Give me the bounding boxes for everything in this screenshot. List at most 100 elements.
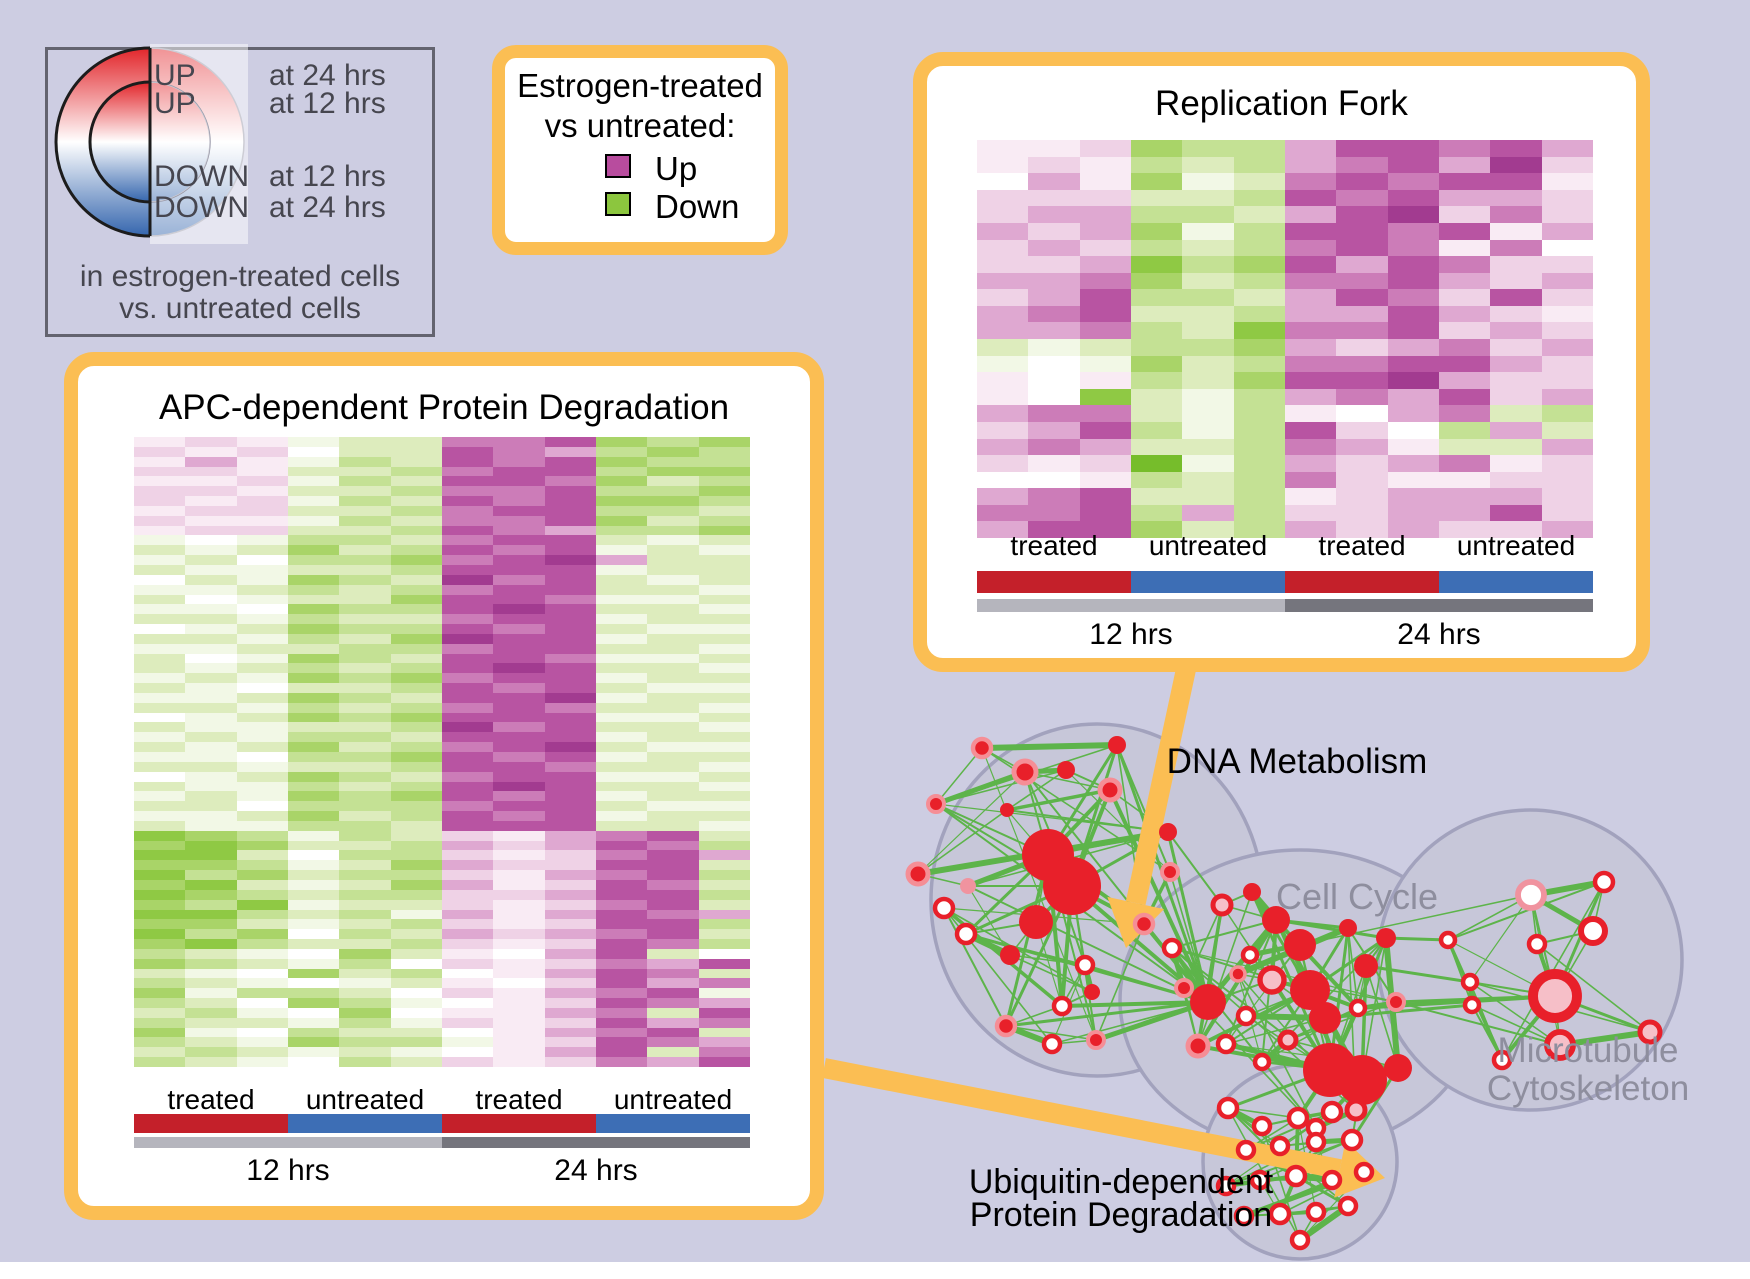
heatmap-cell xyxy=(544,692,596,703)
heatmap-cell xyxy=(1490,256,1542,273)
heatmap-cell xyxy=(1490,488,1542,505)
heatmap-cell xyxy=(595,614,648,625)
network-edge xyxy=(1005,788,1112,812)
network-edge xyxy=(933,769,1028,807)
heatmap-cell xyxy=(493,692,545,703)
heatmap-cell xyxy=(647,879,699,890)
heatmap-cell xyxy=(1130,289,1183,306)
heatmap-cell xyxy=(390,456,442,467)
heatmap-cell xyxy=(1387,471,1439,489)
heatmap-cell xyxy=(1130,388,1183,406)
heatmap-cell xyxy=(339,1057,391,1067)
heatmap-cell xyxy=(1028,289,1080,306)
network-edge xyxy=(1060,1000,1210,1008)
heatmap-cell xyxy=(1182,305,1234,323)
gene-node-microtubule-cytoskeleton xyxy=(1578,916,1608,946)
heatmap-cell xyxy=(134,850,186,861)
heatmap-cell xyxy=(1182,355,1234,373)
heatmap-cell xyxy=(493,909,545,920)
heatmap-cell xyxy=(236,584,288,595)
heatmap-cell xyxy=(185,486,237,497)
heatmap-cell xyxy=(134,624,186,634)
rep-time-bar xyxy=(977,599,1593,612)
heatmap-cell xyxy=(1490,239,1542,257)
heatmap-cell xyxy=(1438,355,1491,373)
heatmap-cell xyxy=(236,1027,288,1038)
heatmap-cell xyxy=(236,437,288,447)
heatmap-cell xyxy=(390,624,442,634)
heatmap-cell xyxy=(493,594,545,605)
heatmap-cell xyxy=(287,446,340,457)
heatmap-cell xyxy=(390,1037,442,1048)
heatmap-cell xyxy=(1079,388,1131,406)
heatmap-cell xyxy=(1336,322,1388,339)
heatmap-cell xyxy=(544,1037,596,1048)
heatmap-cell xyxy=(134,742,186,752)
heatmap-cell xyxy=(1028,189,1080,207)
heatmap-cell xyxy=(1387,189,1439,207)
heatmap-cell xyxy=(1130,156,1183,174)
heatmap-cell xyxy=(1541,189,1593,207)
heatmap-cell xyxy=(390,446,442,457)
heatmap-cell xyxy=(698,909,750,920)
heatmap-cell xyxy=(647,840,699,851)
heatmap-cell xyxy=(1028,322,1080,339)
ring-legend-box: UP at 24 hrs UP at 12 hrs DOWN at 12 hrs DO… xyxy=(45,44,435,337)
heatmap-cell xyxy=(339,1017,391,1028)
heatmap-cell xyxy=(236,663,288,674)
heatmap-cell xyxy=(236,722,288,733)
heatmap-cell xyxy=(544,1047,596,1058)
heatmap-cell xyxy=(595,692,648,703)
rep-12hrs-label: 12 hrs xyxy=(1089,618,1173,651)
heatmap-cell xyxy=(698,633,750,644)
heatmap-cell xyxy=(595,958,648,969)
heatmap-cell xyxy=(698,879,750,890)
heatmap-cell xyxy=(134,998,186,1008)
heatmap-cell xyxy=(1079,173,1131,190)
heatmap-cell xyxy=(185,781,237,792)
gene-node-dna-metabolism xyxy=(1084,984,1100,1000)
heatmap-cell xyxy=(595,476,648,487)
heatmap-cell xyxy=(1438,388,1491,406)
heatmap-cell xyxy=(236,919,288,930)
heatmap-cell xyxy=(339,742,391,752)
heatmap-cell xyxy=(1387,421,1439,439)
heatmap-cell xyxy=(390,948,442,959)
heatmap-cell xyxy=(339,732,391,743)
heatmap-cell xyxy=(1233,305,1285,323)
heatmap-cell xyxy=(1182,372,1234,389)
heatmap-cell xyxy=(1233,272,1285,290)
heatmap-cell xyxy=(595,643,648,654)
heatmap-cell xyxy=(698,535,750,546)
gene-node-dna-metabolism xyxy=(1160,862,1180,882)
heatmap-cell xyxy=(544,505,596,516)
heatmap-cell xyxy=(185,545,237,556)
heatmap-cell xyxy=(339,515,391,526)
heatmap-cell xyxy=(647,692,699,703)
heatmap-cell xyxy=(595,939,648,949)
heatmap-cell xyxy=(698,555,750,565)
heatmap-cell xyxy=(1284,206,1337,223)
heatmap-cell xyxy=(1079,471,1131,489)
heatmap-cell xyxy=(595,604,648,615)
heatmap-cell xyxy=(1387,289,1439,306)
heatmap-cell xyxy=(493,879,545,890)
heatmap-cell xyxy=(339,1007,391,1018)
down-swatch xyxy=(605,192,631,216)
gene-node-ubiquitin-protein-degradation xyxy=(1320,1100,1344,1124)
heatmap-cell xyxy=(698,683,750,693)
gene-node-cell-cycle xyxy=(1384,1054,1412,1082)
heatmap-cell xyxy=(698,840,750,851)
heatmap-cell xyxy=(1336,140,1388,157)
heatmap-cell xyxy=(339,1027,391,1038)
heatmap-cell xyxy=(698,722,750,733)
heatmap-cell xyxy=(441,791,494,802)
heatmap-cell xyxy=(595,948,648,959)
heatmap-cell xyxy=(595,633,648,644)
heatmap-cell xyxy=(544,742,596,752)
heatmap-cell xyxy=(441,673,494,684)
legend-footer-line2: vs. untreated cells xyxy=(119,292,361,325)
heatmap-cell xyxy=(287,801,340,812)
heatmap-cell xyxy=(647,752,699,762)
